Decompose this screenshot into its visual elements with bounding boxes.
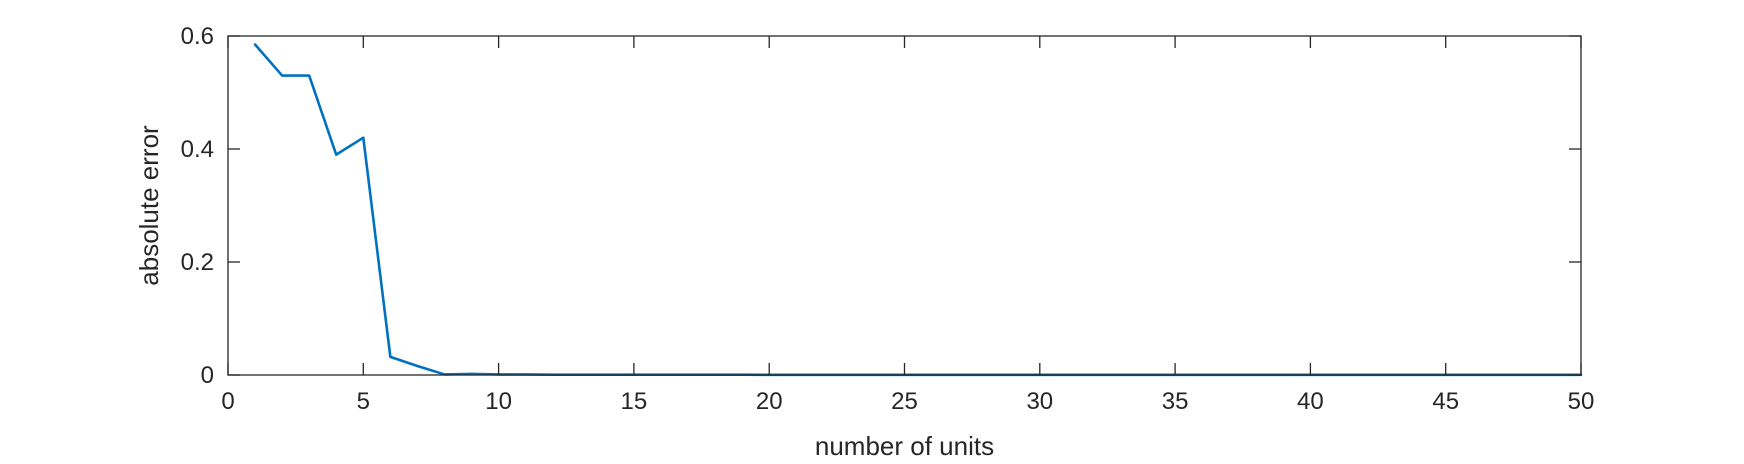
x-tick-label: 15 [621,388,648,415]
x-tick-label: 10 [485,388,512,415]
x-tick-label: 20 [756,388,783,415]
plot-area [228,36,1581,375]
x-tick-label: 40 [1297,388,1324,415]
plot-background [228,36,1581,375]
x-tick-label: 50 [1568,388,1595,415]
x-axis-label: number of units [815,431,994,461]
y-tick-label: 0.4 [181,136,214,163]
y-tick-label: 0.6 [181,23,214,50]
x-tick-label: 35 [1162,388,1189,415]
y-tick-label: 0.2 [181,249,214,276]
x-tick-label: 30 [1026,388,1053,415]
ticks-layer: 0 5 10 15 20 25 30 35 40 45 50 0 0.2 0.4 0.6 [181,23,1595,415]
x-tick-label: 5 [357,388,370,415]
y-tick-label: 0 [201,362,214,389]
x-tick-label: 0 [221,388,234,415]
y-axis-label: absolute error [134,125,164,286]
x-tick-label: 25 [891,388,918,415]
x-tick-label: 45 [1432,388,1459,415]
